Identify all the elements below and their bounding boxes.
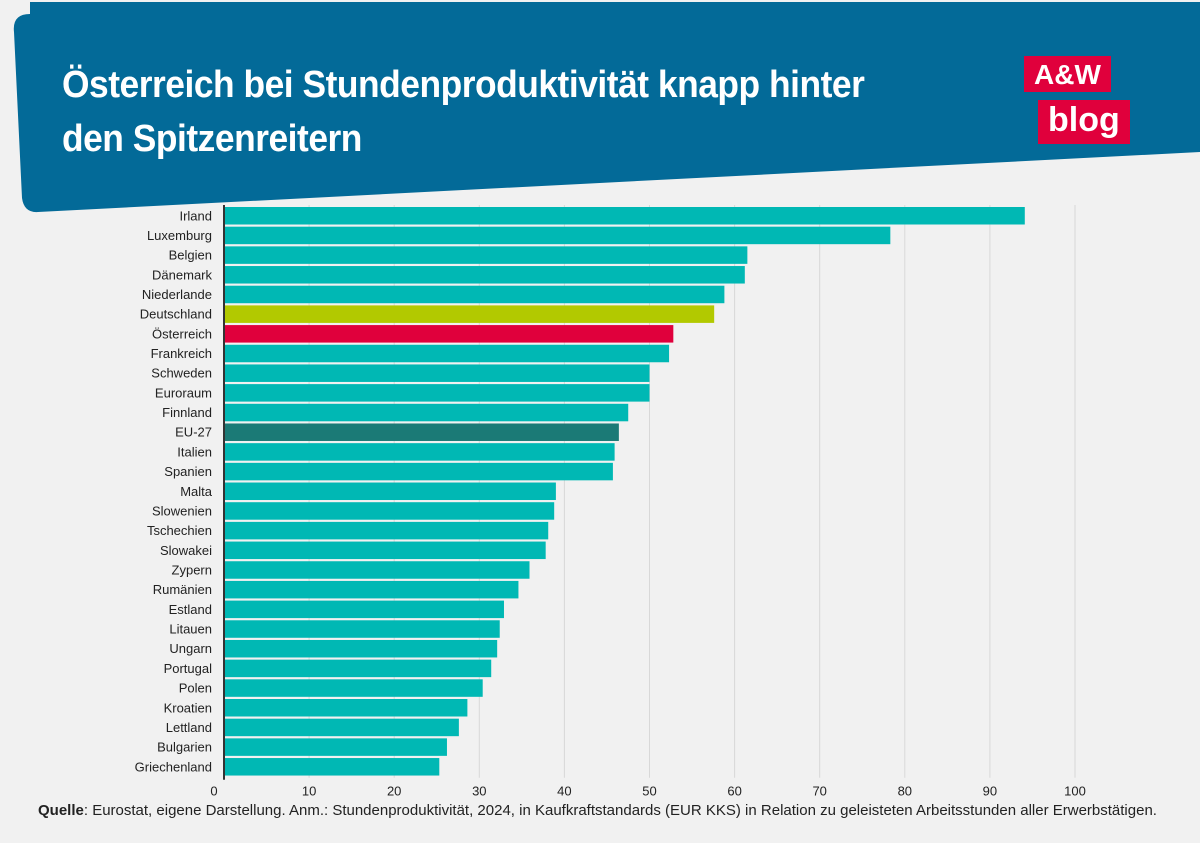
x-tick-label: 50	[642, 784, 656, 799]
category-label: Lettland	[166, 720, 212, 735]
category-label: Slowakei	[160, 543, 212, 558]
category-label: EU-27	[175, 425, 212, 440]
source-footnote: Quelle: Eurostat, eigene Darstellung. An…	[38, 802, 1157, 819]
bar-niederlande	[224, 285, 725, 304]
bars	[224, 207, 1025, 776]
x-tick-label: 20	[387, 784, 401, 799]
bar-lettland	[224, 718, 459, 737]
x-tick-label: 40	[557, 784, 571, 799]
bar-frankreich	[224, 344, 670, 363]
footnote-label: Quelle	[38, 802, 84, 819]
bar-schweden	[224, 364, 650, 382]
category-label: Frankreich	[151, 346, 212, 361]
category-label: Portugal	[164, 661, 213, 676]
bar-zypern	[224, 561, 530, 579]
aw-blog-logo: A&W blog	[1024, 56, 1130, 146]
bar-österreich	[224, 325, 674, 343]
bar-slowakei	[224, 541, 546, 560]
bar-deutschland	[224, 305, 715, 323]
category-label: Rumänien	[153, 582, 212, 597]
category-label: Tschechien	[147, 523, 212, 538]
x-tick-label: 100	[1064, 784, 1086, 799]
category-label: Bulgarien	[157, 740, 212, 755]
category-labels: Irland Luxemburg Belgien Dänemark Niederland…	[135, 208, 213, 774]
category-label: Irland	[179, 208, 212, 223]
x-tick-label: 70	[812, 784, 826, 799]
bar-estland	[224, 600, 504, 619]
bar-portugal	[224, 659, 492, 678]
page-title: Österreich bei Stundenproduktivität knap…	[62, 58, 880, 166]
category-label: Malta	[180, 484, 213, 499]
category-label: Slowenien	[152, 503, 212, 518]
category-label: Polen	[179, 681, 212, 696]
logo-line-2: blog	[1038, 100, 1130, 144]
title-line-2: den Spitzenreitern	[62, 118, 362, 160]
bar-spanien	[224, 462, 613, 481]
x-tick-label: 0	[210, 784, 217, 799]
bar-luxemburg	[224, 226, 891, 245]
x-tick-label: 30	[472, 784, 486, 799]
bar-euroraum	[224, 384, 650, 402]
bar-chart: Irland Luxemburg Belgien Dänemark Niederland…	[135, 205, 1086, 799]
category-label: Niederlande	[142, 287, 212, 302]
bar-griechenland	[224, 758, 440, 776]
category-label: Finnland	[162, 405, 212, 420]
bar-irland	[224, 207, 1025, 225]
category-label: Kroatien	[164, 700, 212, 715]
x-tick-label: 90	[983, 784, 997, 799]
category-label: Griechenland	[135, 759, 212, 774]
logo-line-1: A&W	[1024, 56, 1111, 92]
category-label: Österreich	[152, 326, 212, 341]
bar-kroatien	[224, 699, 468, 717]
bar-slowenien	[224, 502, 555, 520]
header-banner	[0, 0, 1200, 215]
category-label: Ungarn	[169, 641, 212, 656]
category-label: Litauen	[169, 622, 212, 637]
category-label: Spanien	[164, 464, 212, 479]
category-label: Euroraum	[155, 385, 212, 400]
x-axis-ticks: 0 10 20 30 40 50 60 70 80 90 100	[210, 784, 1085, 799]
title-line-1: Österreich bei Stundenproduktivität knap…	[62, 64, 865, 106]
x-tick-label: 10	[302, 784, 316, 799]
bar-litauen	[224, 620, 500, 638]
x-tick-label: 60	[727, 784, 741, 799]
category-label: Estland	[169, 602, 212, 617]
bar-finnland	[224, 403, 629, 422]
bar-belgien	[224, 246, 748, 264]
category-label: Schweden	[151, 366, 212, 381]
category-label: Zypern	[172, 562, 212, 577]
x-tick-label: 80	[898, 784, 912, 799]
bar-rumänien	[224, 580, 519, 599]
bar-ungarn	[224, 639, 498, 658]
category-label: Deutschland	[140, 307, 212, 322]
category-label: Belgien	[169, 248, 212, 263]
category-label: Luxemburg	[147, 228, 212, 243]
bar-polen	[224, 679, 483, 697]
category-label: Italien	[177, 444, 212, 459]
bar-eu-27	[224, 423, 619, 441]
footnote-text: : Eurostat, eigene Darstellung. Anm.: St…	[83, 802, 1157, 819]
bar-tschechien	[224, 521, 549, 540]
bar-dänemark	[224, 266, 745, 284]
bar-italien	[224, 443, 615, 461]
category-label: Dänemark	[152, 267, 212, 282]
bar-bulgarien	[224, 738, 447, 756]
bar-malta	[224, 482, 556, 501]
